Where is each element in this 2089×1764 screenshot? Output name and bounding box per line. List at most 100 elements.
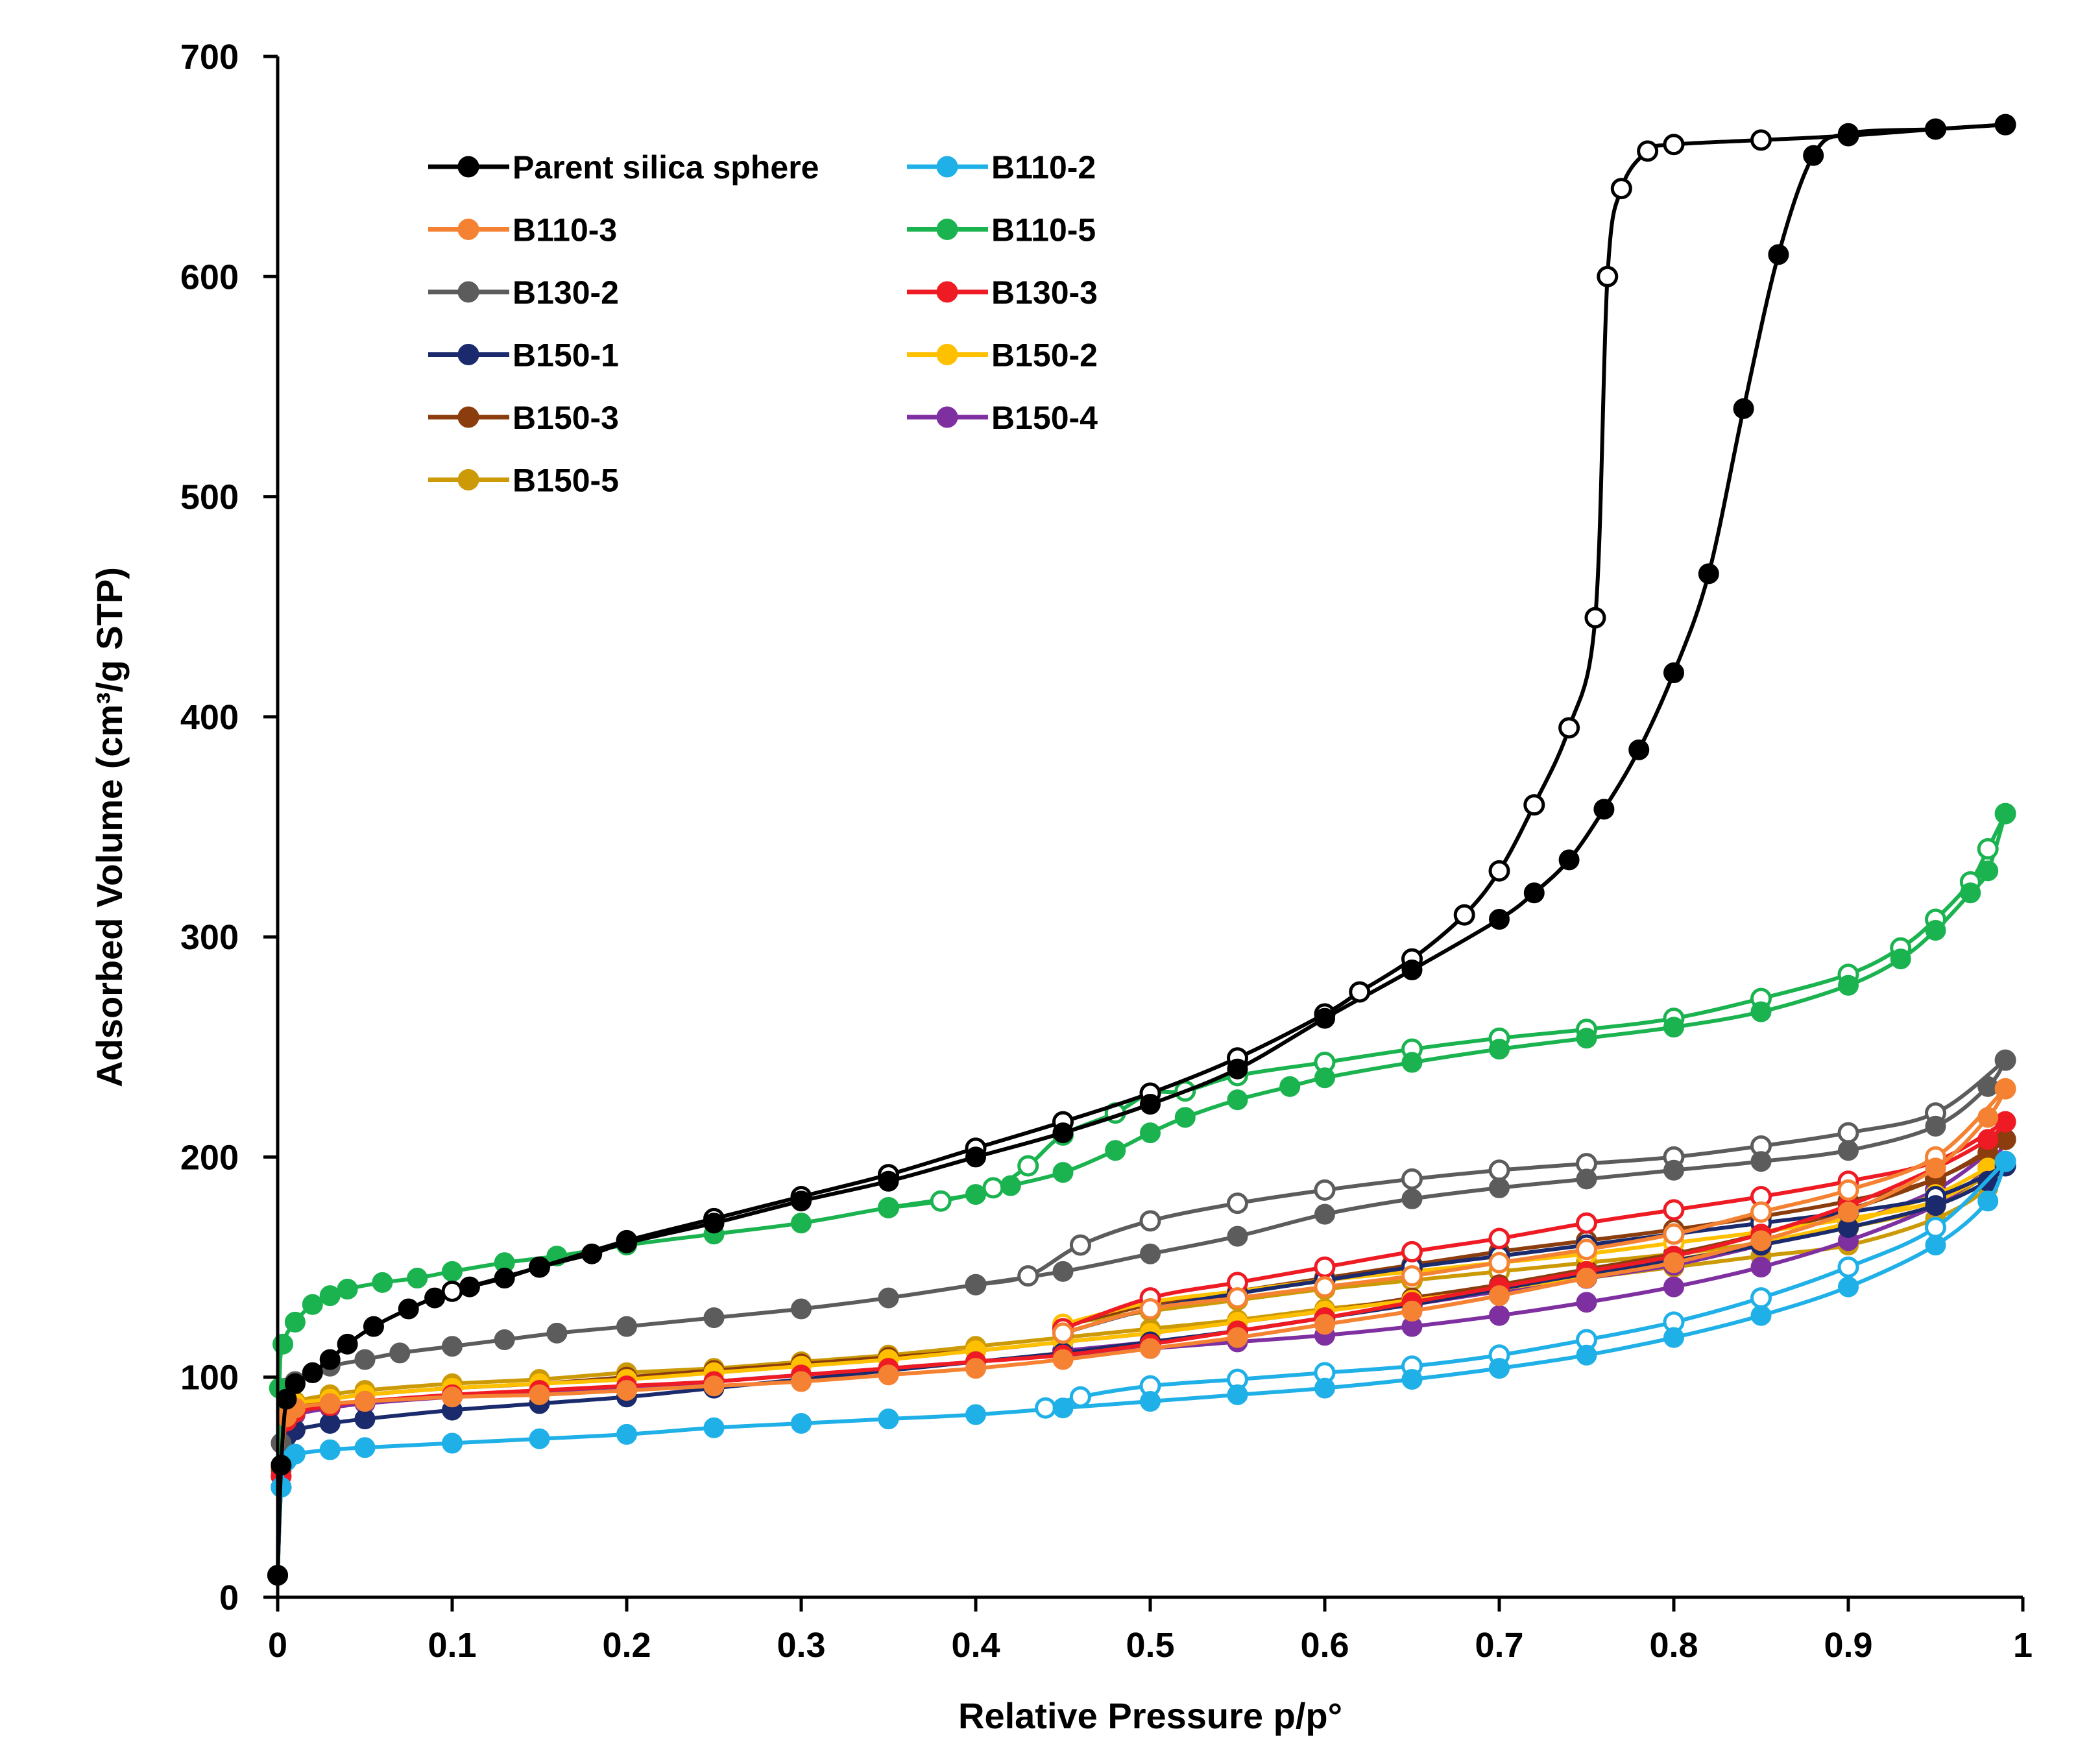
adsorption-point bbox=[284, 1373, 306, 1394]
desorption-point bbox=[1017, 1155, 1039, 1177]
adsorption-point bbox=[703, 1417, 725, 1438]
adsorption-point bbox=[1925, 919, 1946, 941]
desorption-point bbox=[1488, 860, 1510, 882]
adsorption-point bbox=[442, 1432, 463, 1454]
legend-item-b130-3: B130-3 bbox=[907, 274, 1098, 311]
adsorption-line bbox=[276, 813, 2007, 1576]
adsorption-point bbox=[363, 1316, 384, 1337]
adsorption-point bbox=[1227, 1089, 1248, 1111]
adsorption-point bbox=[1838, 974, 1859, 996]
adsorption-point bbox=[878, 1408, 899, 1430]
adsorption-point bbox=[1401, 1300, 1423, 1322]
y-tick-label: 100 bbox=[180, 1359, 239, 1397]
adsorption-point bbox=[529, 1257, 550, 1278]
legend-swatch-marker bbox=[936, 156, 958, 178]
adsorption-point bbox=[1558, 849, 1580, 871]
legend-label: B110-3 bbox=[513, 212, 617, 248]
desorption-point bbox=[1837, 1179, 1859, 1201]
adsorption-point bbox=[372, 1272, 393, 1293]
desorption-point bbox=[1035, 1397, 1057, 1419]
x-tick-label: 0.6 bbox=[1300, 1626, 1349, 1665]
adsorption-point bbox=[1227, 1058, 1248, 1080]
adsorption-point bbox=[354, 1391, 376, 1412]
adsorption-point bbox=[791, 1412, 812, 1434]
desorption-point bbox=[1488, 1159, 1510, 1181]
desorption-point bbox=[1663, 1199, 1685, 1221]
desorption-point bbox=[1052, 1322, 1074, 1344]
y-tick-label: 200 bbox=[180, 1138, 239, 1177]
legend-label: B110-2 bbox=[991, 149, 1096, 186]
adsorption-point bbox=[1838, 1276, 1859, 1298]
adsorption-point bbox=[1838, 1140, 1859, 1161]
adsorption-point bbox=[1750, 1001, 1772, 1022]
desorption-point bbox=[1401, 1240, 1423, 1263]
series-parent-silica-sphere bbox=[267, 114, 2016, 1586]
adsorption-point bbox=[284, 1311, 306, 1333]
adsorption-point bbox=[1576, 1344, 1597, 1366]
legend-swatch-marker bbox=[457, 344, 479, 365]
desorption-point bbox=[1558, 717, 1580, 739]
adsorption-point bbox=[1628, 739, 1650, 760]
adsorption-point bbox=[1227, 1384, 1248, 1405]
legend-swatch-marker bbox=[936, 281, 958, 303]
adsorption-point bbox=[703, 1213, 725, 1234]
adsorption-point bbox=[319, 1285, 341, 1307]
adsorption-point bbox=[337, 1333, 358, 1355]
y-tick-label: 300 bbox=[180, 918, 239, 957]
desorption-point bbox=[1488, 1251, 1510, 1274]
adsorption-point bbox=[319, 1439, 341, 1460]
adsorption-point bbox=[703, 1307, 725, 1329]
desorption-point bbox=[1637, 140, 1659, 162]
adsorption-point bbox=[389, 1342, 411, 1364]
adsorption-point bbox=[1733, 398, 1754, 419]
adsorption-point bbox=[1401, 960, 1423, 981]
adsorption-point bbox=[1314, 1067, 1335, 1089]
adsorption-point bbox=[1750, 1305, 1772, 1326]
adsorption-point bbox=[1489, 1177, 1510, 1198]
adsorption-point bbox=[319, 1349, 341, 1370]
adsorption-point bbox=[494, 1268, 515, 1289]
adsorption-point bbox=[703, 1375, 725, 1397]
adsorption-point bbox=[1401, 1369, 1423, 1390]
adsorption-point bbox=[354, 1408, 376, 1430]
adsorption-line bbox=[276, 1138, 2007, 1576]
adsorption-point bbox=[878, 1197, 899, 1218]
adsorption-point bbox=[1105, 1140, 1126, 1161]
x-tick-label: 0.3 bbox=[777, 1626, 825, 1665]
adsorption-point bbox=[1698, 563, 1719, 585]
adsorption-point bbox=[337, 1279, 358, 1299]
adsorption-point bbox=[1977, 1076, 1999, 1097]
adsorption-point bbox=[1576, 1292, 1597, 1313]
desorption-point bbox=[1663, 134, 1685, 156]
legend-swatch-marker bbox=[936, 219, 958, 240]
adsorption-point bbox=[1052, 1397, 1074, 1419]
desorption-point bbox=[1750, 1287, 1772, 1309]
legend-swatch-marker bbox=[457, 281, 479, 303]
adsorption-point bbox=[1401, 1052, 1423, 1073]
adsorption-point bbox=[1227, 1327, 1248, 1348]
adsorption-point bbox=[1995, 1151, 2016, 1172]
adsorption-point bbox=[302, 1294, 323, 1315]
adsorption-point bbox=[1977, 1129, 1999, 1150]
adsorption-point bbox=[1314, 1008, 1335, 1029]
legend-item-b130-2: B130-2 bbox=[428, 274, 619, 311]
desorption-point bbox=[1584, 607, 1606, 629]
adsorption-point bbox=[1977, 860, 1999, 882]
desorption-point bbox=[1314, 1256, 1336, 1278]
adsorption-point bbox=[1925, 1235, 1946, 1256]
y-tick-label: 0 bbox=[219, 1578, 239, 1617]
adsorption-point bbox=[1052, 1122, 1074, 1144]
x-tick-label: 0.7 bbox=[1475, 1626, 1523, 1665]
adsorption-point bbox=[407, 1268, 428, 1289]
legend: Parent silica sphere B110-2 B110-3 B110-5 B1… bbox=[428, 149, 1098, 499]
adsorption-point bbox=[1750, 1151, 1772, 1172]
adsorption-point bbox=[1995, 114, 2016, 136]
adsorption-point bbox=[1663, 1017, 1684, 1038]
adsorption-point bbox=[1768, 244, 1789, 265]
legend-swatch-marker bbox=[457, 219, 479, 240]
legend-item-b110-2: B110-2 bbox=[907, 149, 1096, 186]
adsorption-point bbox=[1995, 1111, 2016, 1133]
adsorption-point bbox=[965, 1358, 986, 1379]
legend-item-b150-2: B150-2 bbox=[907, 337, 1098, 374]
